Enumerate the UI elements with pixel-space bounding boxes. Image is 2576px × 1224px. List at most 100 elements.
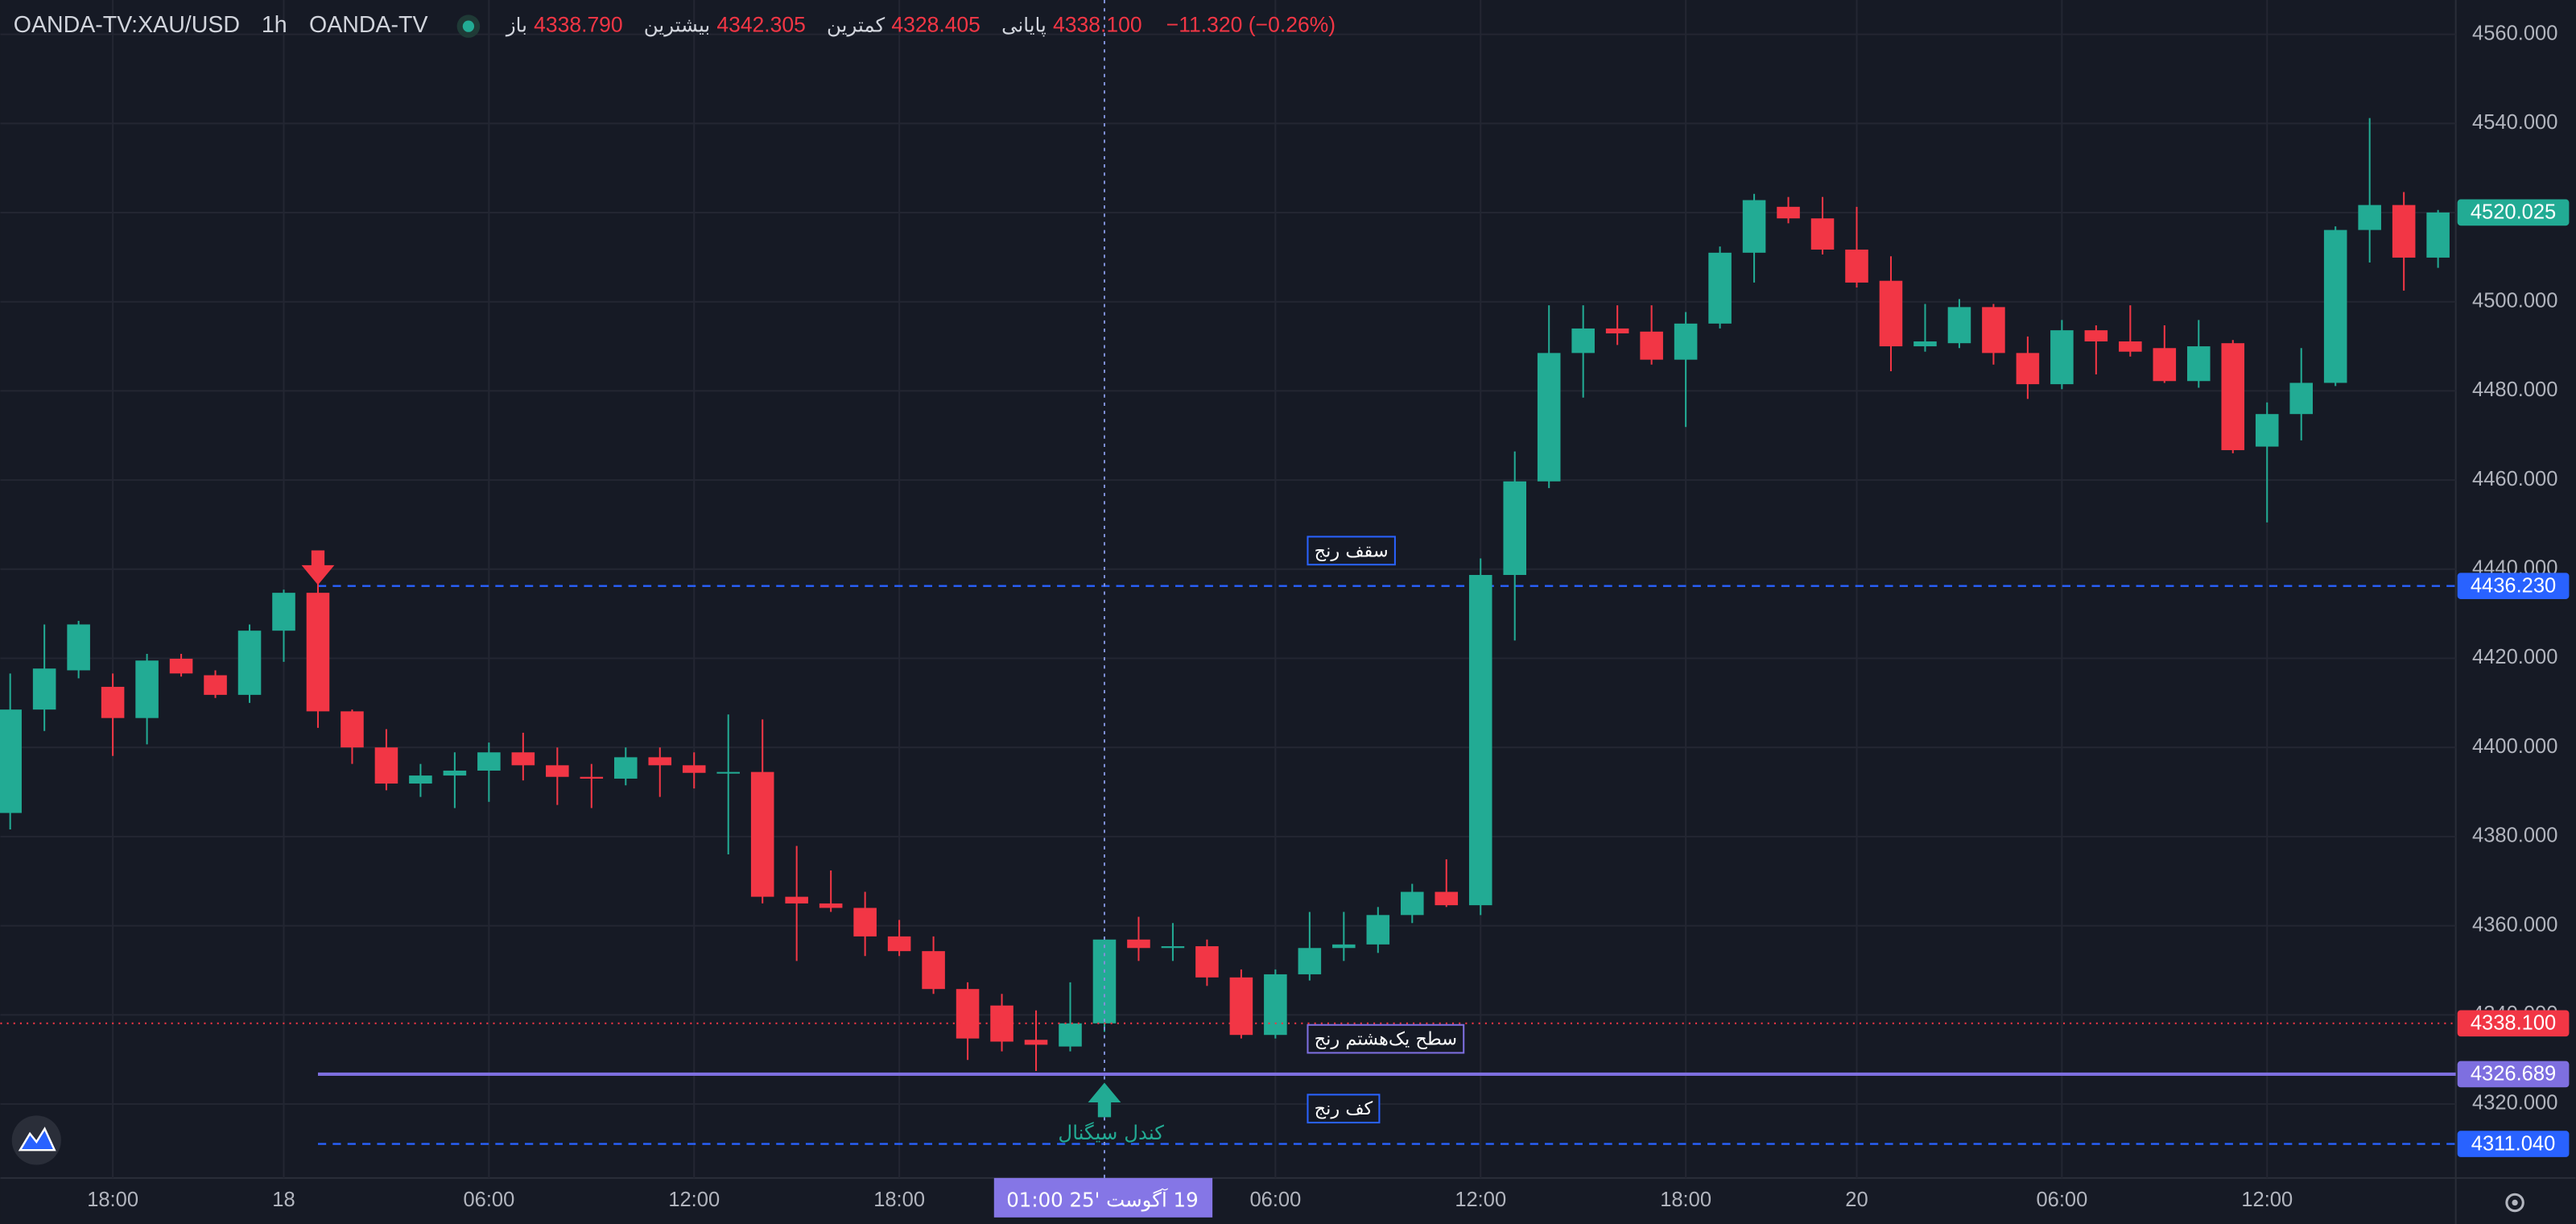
level-name: کف رنج xyxy=(1315,1098,1373,1119)
price-tag xyxy=(2457,1061,2570,1088)
candle-body xyxy=(237,631,262,695)
logo[interactable] xyxy=(11,1115,61,1165)
candle-body xyxy=(2255,414,2279,447)
candle-body xyxy=(1742,200,1766,253)
candle-body xyxy=(409,775,432,784)
candle-body xyxy=(1708,252,1732,324)
y-tick-label: 4400.000 xyxy=(2472,735,2557,758)
candle-body xyxy=(2084,330,2108,341)
source: OANDA-TV xyxy=(309,12,428,38)
legend-label: کمترین xyxy=(827,14,885,37)
candle-body xyxy=(1366,915,1390,945)
settings-icon-center[interactable] xyxy=(2512,1199,2518,1206)
x-tick-label: 18:00 xyxy=(87,1189,138,1211)
settings-button[interactable] xyxy=(2505,1193,2524,1213)
candle-body xyxy=(2323,229,2347,383)
candle-body xyxy=(546,765,569,777)
candle-body xyxy=(477,752,501,771)
level-name-box xyxy=(1307,1023,1465,1054)
candle-body xyxy=(887,936,911,952)
candle-body xyxy=(1640,331,1663,360)
candle-body xyxy=(2221,343,2245,451)
candle-body xyxy=(1503,481,1527,576)
entry-arrow xyxy=(301,550,335,585)
y-tick-label: 4320.000 xyxy=(2472,1092,2557,1114)
candle-body xyxy=(272,593,295,631)
candle-body xyxy=(0,709,22,813)
candle-body xyxy=(2187,346,2211,382)
legend-value: 4328.405 xyxy=(891,13,980,37)
candle-body xyxy=(1298,948,1322,974)
x-tick-label: 06:00 xyxy=(463,1189,514,1211)
candle-body xyxy=(1537,353,1561,482)
candle-body xyxy=(580,776,604,779)
candle-body xyxy=(2358,205,2381,230)
candle-body xyxy=(1879,280,1903,347)
x-tick-label: 18 xyxy=(272,1189,295,1211)
candle-body xyxy=(341,711,364,748)
legend-label: باز xyxy=(505,14,527,37)
candle-body xyxy=(2119,341,2142,352)
candle-body xyxy=(2016,353,2040,385)
price-tag xyxy=(2457,573,2570,599)
candle-body xyxy=(922,951,945,990)
candle-body xyxy=(1332,944,1356,949)
x-tick-label: 12:00 xyxy=(668,1189,720,1211)
candle-body xyxy=(1468,575,1492,906)
candle-body xyxy=(1605,328,1629,334)
crosshair-time-box xyxy=(993,1177,1213,1218)
candle-body xyxy=(1161,946,1185,949)
candle-body xyxy=(990,1005,1013,1042)
symbol: OANDA-TV:XAU/USD xyxy=(14,12,240,38)
price-tag-label: 4436.230 xyxy=(2471,574,2556,597)
candle-body xyxy=(2426,212,2450,258)
candle-body xyxy=(204,675,227,695)
candle-body xyxy=(1024,1040,1048,1045)
candle-body xyxy=(2392,205,2416,258)
candle-body xyxy=(1913,341,1937,347)
candle-body xyxy=(1947,307,1971,344)
legend-value: 4338.100 xyxy=(1053,13,1142,37)
y-tick-label: 4360.000 xyxy=(2472,913,2557,936)
price-tag-label: 4326.689 xyxy=(2471,1063,2556,1085)
legend-label: بیشترین xyxy=(644,14,710,37)
candle-body xyxy=(2289,382,2314,415)
candle-body xyxy=(1982,307,2005,354)
legend-change: −11.320 (−0.26%) xyxy=(1166,13,1335,37)
candle-body xyxy=(1127,939,1150,949)
y-tick-label: 4420.000 xyxy=(2472,646,2557,668)
candles xyxy=(0,118,2450,1072)
candle-body xyxy=(443,770,467,776)
y-tick-label: 4560.000 xyxy=(2472,22,2557,44)
candle-body xyxy=(853,908,877,937)
candle-body xyxy=(1059,1023,1082,1047)
logo-icon[interactable] xyxy=(18,1127,56,1152)
settings-icon[interactable] xyxy=(2505,1193,2524,1213)
candle-body xyxy=(785,896,808,904)
price-tag-label: 4311.040 xyxy=(2471,1132,2555,1155)
x-tick-label: 20 xyxy=(1845,1189,1868,1211)
price-tag xyxy=(2457,1131,2570,1157)
candle-body xyxy=(1674,323,1698,360)
x-tick-label: 18:00 xyxy=(1660,1189,1711,1211)
x-tick-label: 06:00 xyxy=(2036,1189,2087,1211)
legend-value: 4342.305 xyxy=(716,13,806,37)
candle-body xyxy=(1571,328,1595,354)
candle-body xyxy=(716,771,740,774)
price-tag-label: 4338.100 xyxy=(2471,1012,2556,1035)
overlay: کندل سیگنال xyxy=(0,0,2456,1178)
legend-label: پایانی xyxy=(1001,14,1046,37)
signal-label: کندل سیگنال xyxy=(1058,1121,1164,1144)
status-dot xyxy=(462,20,475,32)
candle-body xyxy=(306,593,330,712)
level-name-box xyxy=(1307,1094,1381,1124)
candle-body xyxy=(1435,891,1459,906)
level-name: سقف رنج xyxy=(1315,540,1389,561)
candle-body xyxy=(169,659,193,674)
price-tag-label: 4520.025 xyxy=(2471,201,2556,224)
candle-body xyxy=(682,765,706,773)
candle-body xyxy=(1777,206,1800,219)
x-tick-label: 18:00 xyxy=(873,1189,925,1211)
